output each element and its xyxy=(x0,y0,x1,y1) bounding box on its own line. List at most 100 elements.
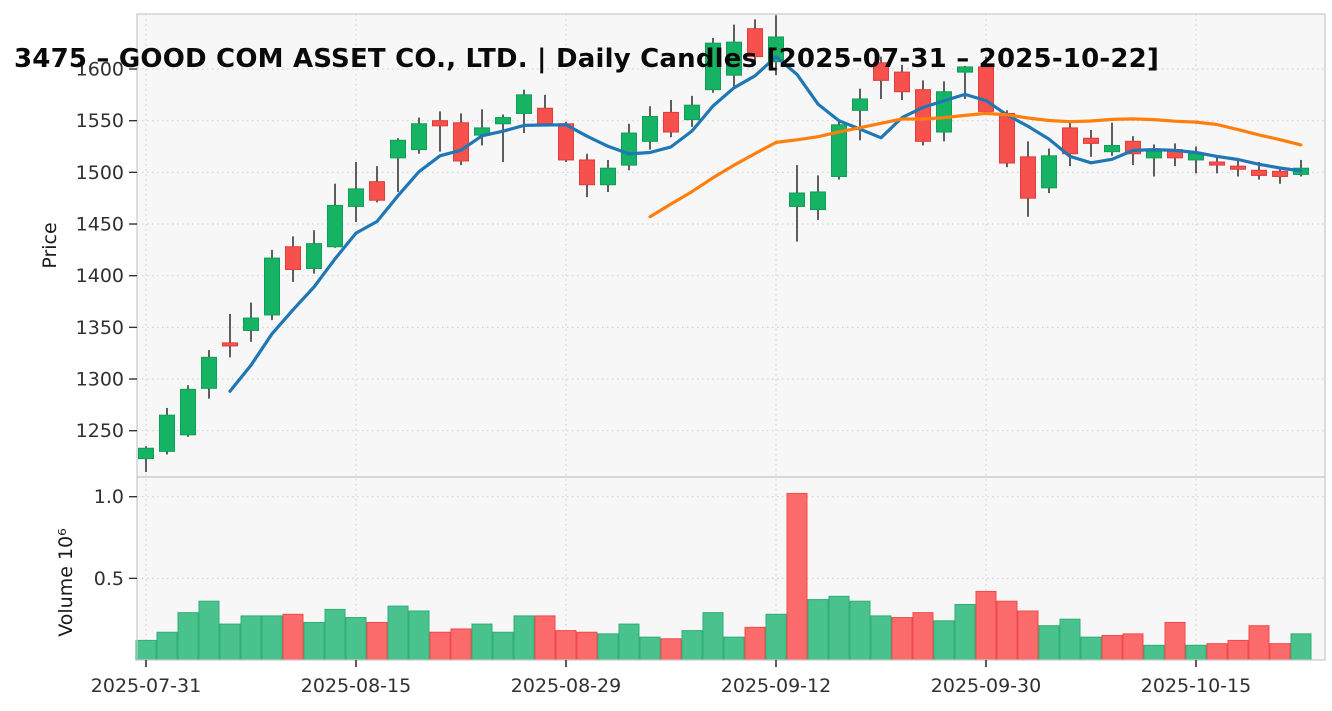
candle-body xyxy=(600,167,616,186)
volume-bar xyxy=(618,623,640,661)
candle-body xyxy=(1041,155,1057,189)
volume-bar xyxy=(681,630,703,661)
volume-bar xyxy=(492,631,514,661)
price-tick-label: 1600 xyxy=(76,59,124,81)
volume-bar xyxy=(1122,633,1144,661)
price-tick-label: 1350 xyxy=(76,317,124,339)
volume-bar xyxy=(135,639,157,661)
candle-body xyxy=(180,388,196,436)
ma-line-sma25 xyxy=(648,111,1303,219)
candle-body xyxy=(789,192,805,207)
candle-body xyxy=(453,122,469,162)
candle-body xyxy=(873,62,889,81)
candle-body xyxy=(663,111,679,133)
volume-bar xyxy=(1290,633,1312,661)
candle-body xyxy=(201,356,217,389)
candle-body xyxy=(1104,144,1120,153)
candle-body xyxy=(642,116,658,142)
volume-bar xyxy=(429,631,451,661)
candle-body xyxy=(1083,137,1099,144)
candle-body xyxy=(222,342,238,347)
volume-bar xyxy=(1059,618,1081,661)
candle-body xyxy=(327,204,343,248)
candle-body xyxy=(621,132,637,166)
candle-body xyxy=(915,89,931,142)
volume-bar xyxy=(1101,635,1123,661)
volume-bar xyxy=(891,617,913,661)
volume-bar xyxy=(555,630,577,661)
volume-panel-spine xyxy=(136,476,1326,661)
volume-bar xyxy=(324,608,346,661)
volume-bar xyxy=(1038,625,1060,661)
volume-bar xyxy=(1017,610,1039,661)
price-tick-label: 1250 xyxy=(76,420,124,442)
candle-body xyxy=(1230,165,1246,170)
candle-body xyxy=(768,36,784,63)
volume-bar xyxy=(933,620,955,661)
candle-body xyxy=(1209,161,1225,166)
volume-tick-label: 0.5 xyxy=(94,568,124,590)
candle-body xyxy=(243,317,259,331)
candle-body xyxy=(747,28,763,58)
candle-body xyxy=(285,246,301,270)
volume-bar xyxy=(1143,644,1165,661)
volume-bar xyxy=(723,636,745,661)
volume-bar xyxy=(1080,636,1102,661)
volume-bar xyxy=(954,603,976,661)
volume-bar xyxy=(576,631,598,661)
volume-bar xyxy=(387,605,409,661)
volume-bar xyxy=(282,613,304,661)
candle-body xyxy=(369,181,385,201)
candle-body xyxy=(684,104,700,121)
volume-tick-label: 1.0 xyxy=(94,486,124,508)
volume-bar xyxy=(807,599,829,661)
volume-bar xyxy=(996,600,1018,661)
candle-body xyxy=(306,243,322,269)
price-tick-label: 1550 xyxy=(76,110,124,132)
candle-body xyxy=(1020,156,1036,199)
volume-bar xyxy=(1164,621,1186,661)
volume-axis-label: Volume 10⁶ xyxy=(55,528,77,637)
volume-bar xyxy=(198,600,220,661)
candle-body xyxy=(432,120,448,127)
volume-bar xyxy=(744,626,766,661)
volume-bar xyxy=(786,492,808,661)
volume-bar xyxy=(639,636,661,661)
volume-bar xyxy=(975,590,997,661)
volume-bar xyxy=(1269,643,1291,661)
volume-bar xyxy=(240,615,262,661)
volume-bar xyxy=(471,623,493,661)
volume-bar xyxy=(303,621,325,661)
candle-body xyxy=(1251,169,1267,176)
date-tick-label: 2025-10-15 xyxy=(1141,675,1251,697)
candle-body xyxy=(138,447,154,460)
volume-bar xyxy=(828,595,850,661)
volume-bar xyxy=(660,638,682,661)
volume-bar xyxy=(177,612,199,661)
volume-bar xyxy=(1206,643,1228,661)
candle-body xyxy=(495,117,511,125)
price-tick-label: 1450 xyxy=(76,214,124,236)
candle-body xyxy=(831,124,847,177)
volume-bar xyxy=(765,613,787,661)
candle-body xyxy=(726,41,742,76)
volume-bar xyxy=(870,615,892,661)
volume-bar xyxy=(849,600,871,661)
ma-line-sma5 xyxy=(228,55,1303,393)
price-tick-label: 1500 xyxy=(76,162,124,184)
candle-body xyxy=(957,66,973,73)
date-tick-label: 2025-08-29 xyxy=(511,675,621,697)
volume-bar xyxy=(534,615,556,661)
candle-body xyxy=(264,257,280,316)
candle-body xyxy=(348,188,364,207)
volume-bar xyxy=(156,631,178,661)
candle-body xyxy=(411,123,427,151)
volume-bar xyxy=(1185,644,1207,661)
candle-body xyxy=(894,71,910,93)
volume-bar xyxy=(1248,625,1270,661)
candle-body xyxy=(1146,151,1162,159)
candle-body xyxy=(516,94,532,114)
candle-body xyxy=(579,159,595,186)
volume-bar xyxy=(513,615,535,661)
